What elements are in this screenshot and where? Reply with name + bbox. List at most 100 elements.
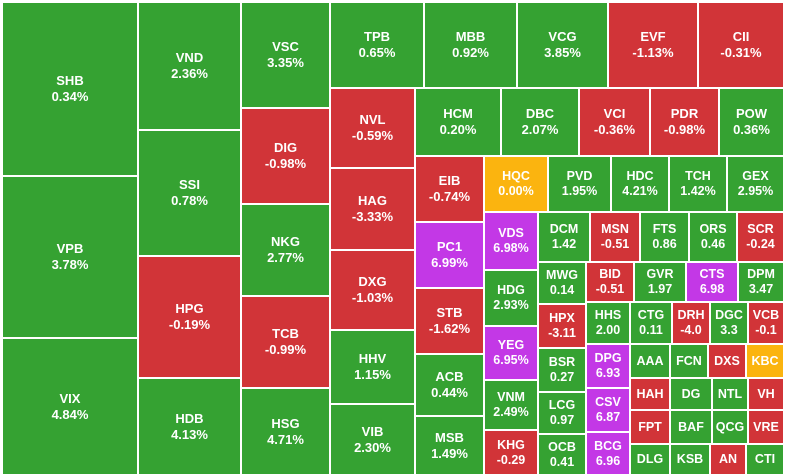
tile-dig[interactable]: DIG -0.98% xyxy=(241,108,330,204)
tile-lcg[interactable]: LCG 0.97 xyxy=(538,392,586,434)
tile-msb[interactable]: MSB 1.49% xyxy=(415,416,484,475)
tile-hdc[interactable]: HDC 4.21% xyxy=(611,156,669,212)
tile-pc1[interactable]: PC1 6.99% xyxy=(415,222,484,288)
tile-hpx[interactable]: HPX -3.11 xyxy=(538,304,586,348)
tile-change: -0.31% xyxy=(720,45,762,60)
tile-hag[interactable]: HAG -3.33% xyxy=(330,168,415,250)
tile-msn[interactable]: MSN -0.51 xyxy=(590,212,640,262)
tile-symbol: CSV xyxy=(595,395,621,409)
tile-dcm[interactable]: DCM 1.42 xyxy=(538,212,590,262)
tile-vsc[interactable]: VSC 3.35% xyxy=(241,2,330,108)
tile-change: 0.92% xyxy=(452,45,489,60)
tile-change: 6.99% xyxy=(431,255,468,270)
tile-dgc[interactable]: DGC 3.3 xyxy=(710,302,748,344)
tile-fpt[interactable]: FPT xyxy=(630,410,670,444)
tile-tpb[interactable]: TPB 0.65% xyxy=(330,2,424,88)
tile-hsg[interactable]: HSG 4.71% xyxy=(241,388,330,475)
tile-change: 0.97 xyxy=(549,413,575,427)
tile-csv[interactable]: CSV 6.87 xyxy=(586,388,630,432)
tile-evf[interactable]: EVF -1.13% xyxy=(608,2,698,88)
tile-mwg[interactable]: MWG 0.14 xyxy=(538,262,586,304)
tile-pow[interactable]: POW 0.36% xyxy=(719,88,784,156)
tile-dxs[interactable]: DXS xyxy=(708,344,746,378)
tile-bsr[interactable]: BSR 0.27 xyxy=(538,348,586,392)
tile-symbol: FTS xyxy=(652,222,677,236)
tile-mbb[interactable]: MBB 0.92% xyxy=(424,2,517,88)
tile-drh[interactable]: DRH -4.0 xyxy=(672,302,710,344)
tile-symbol: GEX xyxy=(742,169,769,183)
tile-symbol: AAA xyxy=(636,353,664,368)
tile-baf[interactable]: BAF xyxy=(670,410,712,444)
tile-hpg[interactable]: HPG -0.19% xyxy=(138,256,241,378)
tile-dbc[interactable]: DBC 2.07% xyxy=(501,88,579,156)
tile-change: 0.11 xyxy=(639,323,663,337)
tile-aaa[interactable]: AAA xyxy=(630,344,670,378)
tile-hah[interactable]: HAH xyxy=(630,378,670,410)
tile-fcn[interactable]: FCN xyxy=(670,344,708,378)
tile-dpg[interactable]: DPG 6.93 xyxy=(586,344,630,388)
tile-change: -3.33% xyxy=(351,209,394,224)
tile-fts[interactable]: FTS 0.86 xyxy=(640,212,689,262)
tile-hdb[interactable]: HDB 4.13% xyxy=(138,378,241,475)
tile-dpm[interactable]: DPM 3.47 xyxy=(738,262,784,302)
tile-hcm[interactable]: HCM 0.20% xyxy=(415,88,501,156)
tile-vib[interactable]: VIB 2.30% xyxy=(330,404,415,475)
tile-nkg[interactable]: NKG 2.77% xyxy=(241,204,330,296)
tile-dlg[interactable]: DLG xyxy=(630,444,670,475)
tile-vix[interactable]: VIX 4.84% xyxy=(2,338,138,475)
tile-tcb[interactable]: TCB -0.99% xyxy=(241,296,330,388)
tile-symbol: BCG xyxy=(594,438,622,453)
tile-khg[interactable]: KHG -0.29 xyxy=(484,430,538,475)
tile-vnm[interactable]: VNM 2.49% xyxy=(484,380,538,430)
tile-hhv[interactable]: HHV 1.15% xyxy=(330,330,415,404)
tile-cii[interactable]: CII -0.31% xyxy=(698,2,784,88)
tile-ctg[interactable]: CTG 0.11 xyxy=(630,302,672,344)
tile-vre[interactable]: VRE xyxy=(748,410,784,444)
tile-ssi[interactable]: SSI 0.78% xyxy=(138,130,241,256)
tile-change: 2.95% xyxy=(737,184,774,198)
tile-ksb[interactable]: KSB xyxy=(670,444,710,475)
tile-eib[interactable]: EIB -0.74% xyxy=(415,156,484,222)
tile-change: -0.19% xyxy=(168,317,211,332)
tile-cti[interactable]: CTI xyxy=(746,444,784,475)
tile-gvr[interactable]: GVR 1.97 xyxy=(634,262,686,302)
tile-bid[interactable]: BID -0.51 xyxy=(586,262,634,302)
tile-qcg[interactable]: QCG xyxy=(712,410,748,444)
tile-gex[interactable]: GEX 2.95% xyxy=(727,156,784,212)
tile-symbol: EVF xyxy=(640,29,666,45)
tile-cts[interactable]: CTS 6.98 xyxy=(686,262,738,302)
tile-tch[interactable]: TCH 1.42% xyxy=(669,156,727,212)
tile-symbol: ACB xyxy=(435,369,464,385)
tile-bcg[interactable]: BCG 6.96 xyxy=(586,432,630,475)
tile-vcb[interactable]: VCB -0.1 xyxy=(748,302,784,344)
tile-vh[interactable]: VH xyxy=(748,378,784,410)
tile-shb[interactable]: SHB 0.34% xyxy=(2,2,138,176)
tile-symbol: DG xyxy=(681,386,701,401)
tile-pdr[interactable]: PDR -0.98% xyxy=(650,88,719,156)
tile-dg[interactable]: DG xyxy=(670,378,712,410)
tile-acb[interactable]: ACB 0.44% xyxy=(415,354,484,416)
tile-kbc[interactable]: KBC xyxy=(746,344,784,378)
tile-symbol: YEG xyxy=(497,338,525,352)
tile-symbol: TCB xyxy=(272,326,299,342)
tile-ocb[interactable]: OCB 0.41 xyxy=(538,434,586,475)
tile-ors[interactable]: ORS 0.46 xyxy=(689,212,737,262)
tile-vpb[interactable]: VPB 3.78% xyxy=(2,176,138,338)
tile-hhs[interactable]: HHS 2.00 xyxy=(586,302,630,344)
tile-yeg[interactable]: YEG 6.95% xyxy=(484,326,538,380)
tile-pvd[interactable]: PVD 1.95% xyxy=(548,156,611,212)
tile-vds[interactable]: VDS 6.98% xyxy=(484,212,538,270)
tile-symbol: HCM xyxy=(443,106,473,122)
tile-scr[interactable]: SCR -0.24 xyxy=(737,212,784,262)
tile-an[interactable]: AN xyxy=(710,444,746,475)
tile-hqc[interactable]: HQC 0.00% xyxy=(484,156,548,212)
tile-vcg[interactable]: VCG 3.85% xyxy=(517,2,608,88)
tile-dxg[interactable]: DXG -1.03% xyxy=(330,250,415,330)
tile-ntl[interactable]: NTL xyxy=(712,378,748,410)
tile-nvl[interactable]: NVL -0.59% xyxy=(330,88,415,168)
tile-vci[interactable]: VCI -0.36% xyxy=(579,88,650,156)
tile-vnd[interactable]: VND 2.36% xyxy=(138,2,241,130)
tile-hdg[interactable]: HDG 2.93% xyxy=(484,270,538,326)
tile-change: 0.86 xyxy=(652,237,677,251)
tile-stb[interactable]: STB -1.62% xyxy=(415,288,484,354)
